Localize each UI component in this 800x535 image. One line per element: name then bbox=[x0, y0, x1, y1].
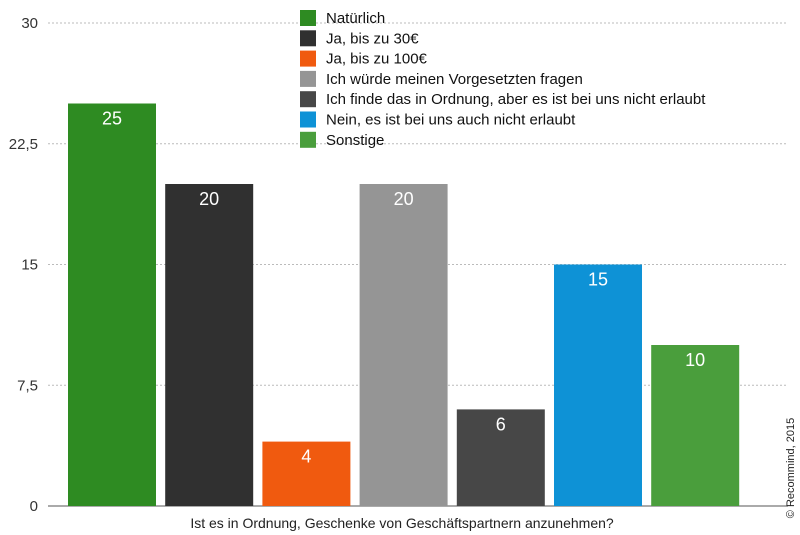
legend-swatch bbox=[300, 30, 316, 47]
bar-value-label: 10 bbox=[685, 350, 705, 370]
legend-swatch bbox=[300, 111, 316, 128]
bar-5 bbox=[456, 409, 545, 506]
y-tick-label: 22,5 bbox=[9, 136, 38, 153]
bar-2 bbox=[165, 184, 254, 506]
copyright-credit: © Recommind, 2015 bbox=[785, 418, 797, 518]
x-axis-title: Ist es in Ordnung, Geschenke von Geschäf… bbox=[190, 515, 614, 531]
legend-swatch bbox=[300, 50, 316, 67]
bar-value-label: 15 bbox=[588, 270, 608, 290]
legend-label: Natürlich bbox=[326, 10, 385, 27]
bar-value-label: 20 bbox=[394, 189, 414, 209]
bar-6 bbox=[554, 264, 642, 506]
legend: Natürlich Ja, bis zu 30€ Ja, bis zu 100€ Ic… bbox=[300, 10, 706, 149]
legend-swatch bbox=[300, 91, 316, 108]
bar-value-label: 4 bbox=[301, 447, 311, 467]
bar-1 bbox=[68, 103, 156, 506]
y-tick-label: 15 bbox=[21, 257, 38, 274]
bar-7 bbox=[651, 345, 740, 506]
legend-label: Ja, bis zu 30€ bbox=[326, 30, 419, 47]
legend-label: Nein, es ist bei uns auch nicht erlaubt bbox=[326, 112, 576, 129]
bar-4 bbox=[359, 184, 448, 506]
legend-swatch bbox=[300, 131, 316, 148]
bar-3 bbox=[262, 441, 351, 506]
bar-value-label: 25 bbox=[102, 109, 122, 129]
legend-label: Sonstige bbox=[326, 132, 384, 149]
bar-value-label: 20 bbox=[199, 189, 219, 209]
bar-value-label: 6 bbox=[496, 414, 506, 434]
legend-label: Ich finde das in Ordnung, aber es ist be… bbox=[326, 91, 706, 108]
legend-label: Ich würde meinen Vorgesetzten fragen bbox=[326, 71, 583, 88]
y-axis-ticks: 0 7,5 15 22,5 30 bbox=[9, 15, 38, 515]
bars: 25 20 4 20 6 15 10 bbox=[68, 103, 740, 506]
y-tick-label: 7,5 bbox=[17, 377, 38, 394]
legend-swatch bbox=[300, 10, 316, 26]
y-tick-label: 30 bbox=[21, 15, 38, 32]
legend-label: Ja, bis zu 100€ bbox=[326, 51, 428, 68]
legend-swatch bbox=[300, 70, 316, 87]
y-tick-label: 0 bbox=[30, 498, 38, 515]
